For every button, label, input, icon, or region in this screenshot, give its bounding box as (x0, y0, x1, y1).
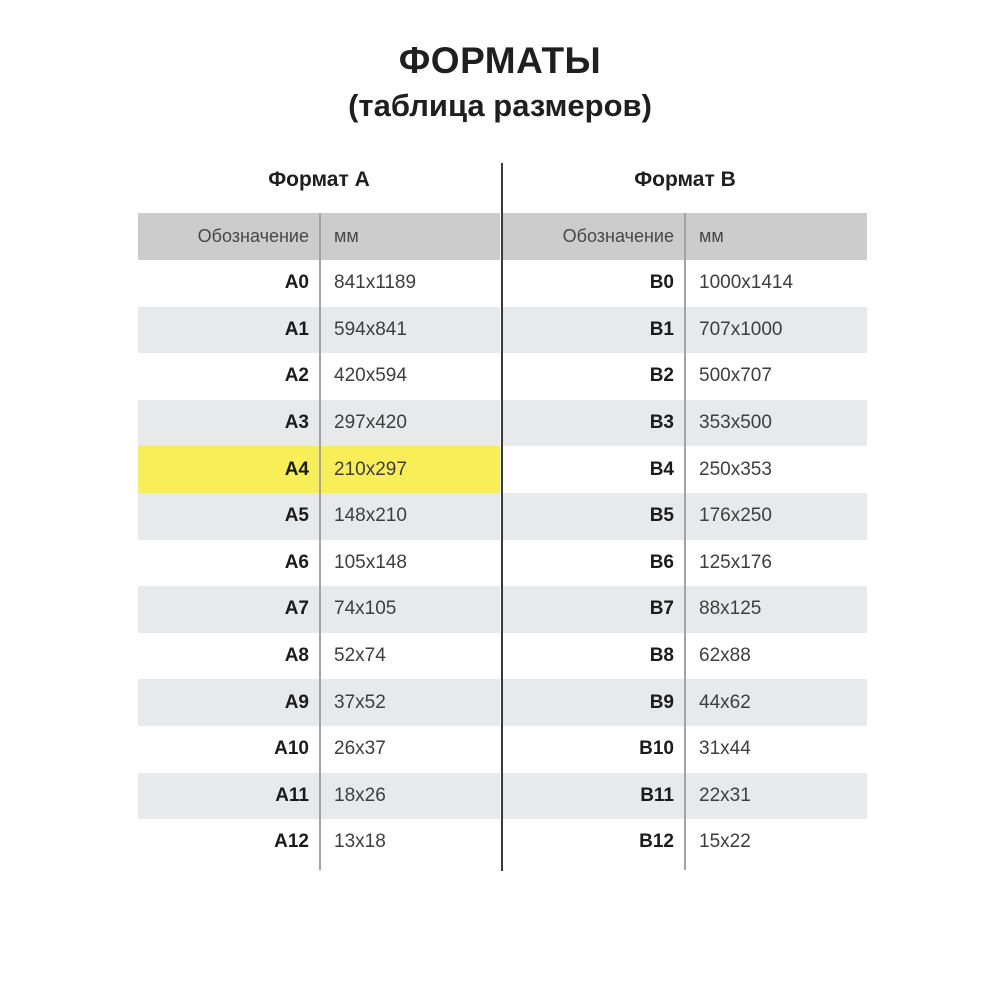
row-size: 15x22 (699, 831, 751, 853)
row-label: A5 (284, 505, 309, 527)
row-label: B9 (649, 691, 674, 713)
format-b-header: Формат В (634, 168, 736, 191)
row-label: A12 (274, 831, 309, 853)
row-size: 1000x1414 (699, 272, 794, 294)
page-subtitle: (таблица размеров) (348, 88, 652, 123)
row-size: 148x210 (334, 505, 407, 527)
row-label: B4 (649, 458, 674, 480)
row-size: 88x125 (699, 598, 762, 620)
header-cell-designation: Обозначение (197, 226, 309, 246)
row-size: 22x31 (699, 784, 751, 806)
row-size: 353x500 (699, 412, 772, 434)
row-label: B8 (649, 645, 674, 667)
row-size: 420x594 (334, 365, 407, 387)
row-size: 44x62 (699, 691, 751, 713)
format-a-table: Обозначение мм A0 841x1189 A1 594x841 A2… (138, 213, 500, 870)
column-divider (319, 213, 321, 870)
row-label: A1 (284, 318, 309, 340)
row-size: 13x18 (334, 831, 386, 853)
format-b-table: Обозначение мм B0 1000x1414 B1 707x1000 … (503, 213, 867, 870)
row-label: A2 (284, 365, 309, 387)
row-label: B3 (649, 412, 674, 434)
row-label: B7 (649, 598, 674, 620)
header-cell-mm: мм (334, 226, 359, 246)
row-label: B2 (649, 365, 674, 387)
row-size: 52x74 (334, 645, 386, 667)
row-label: A11 (275, 784, 309, 806)
row-label: A3 (284, 412, 309, 434)
row-label: B5 (649, 505, 674, 527)
page-title: ФОРМАТЫ (398, 40, 602, 81)
format-a-header: Формат А (268, 168, 370, 191)
row-size: 176x250 (699, 505, 772, 527)
center-divider-line (501, 163, 503, 871)
row-size: 841x1189 (334, 272, 417, 294)
row-size: 297x420 (334, 412, 407, 434)
row-size: 594x841 (334, 318, 407, 340)
row-label: B1 (649, 318, 674, 340)
header-cell-designation: Обозначение (562, 226, 674, 246)
row-label: B0 (649, 272, 674, 294)
row-size: 37x52 (334, 691, 386, 713)
row-size: 74x105 (334, 598, 397, 620)
row-label: A7 (284, 598, 309, 620)
row-label: A10 (274, 738, 309, 760)
column-divider (684, 213, 686, 870)
row-label: A9 (284, 691, 309, 713)
row-label: A8 (284, 645, 309, 667)
row-label: A6 (284, 551, 309, 573)
row-label: A0 (284, 272, 309, 294)
row-label: A4 (284, 458, 309, 480)
row-size: 26x37 (334, 738, 386, 760)
row-label: B11 (640, 784, 674, 806)
row-label: B10 (639, 738, 674, 760)
row-label: B12 (639, 831, 674, 853)
header-cell-mm: мм (699, 226, 724, 246)
row-size: 105x148 (334, 551, 407, 573)
row-size: 125x176 (699, 551, 772, 573)
row-size: 500x707 (699, 365, 772, 387)
row-size: 250x353 (699, 458, 772, 480)
row-size: 707x1000 (699, 318, 783, 340)
row-size: 18x26 (334, 784, 386, 806)
row-size: 210x297 (334, 458, 407, 480)
row-label: B6 (649, 551, 674, 573)
row-size: 31x44 (699, 738, 751, 760)
row-size: 62x88 (699, 645, 751, 667)
